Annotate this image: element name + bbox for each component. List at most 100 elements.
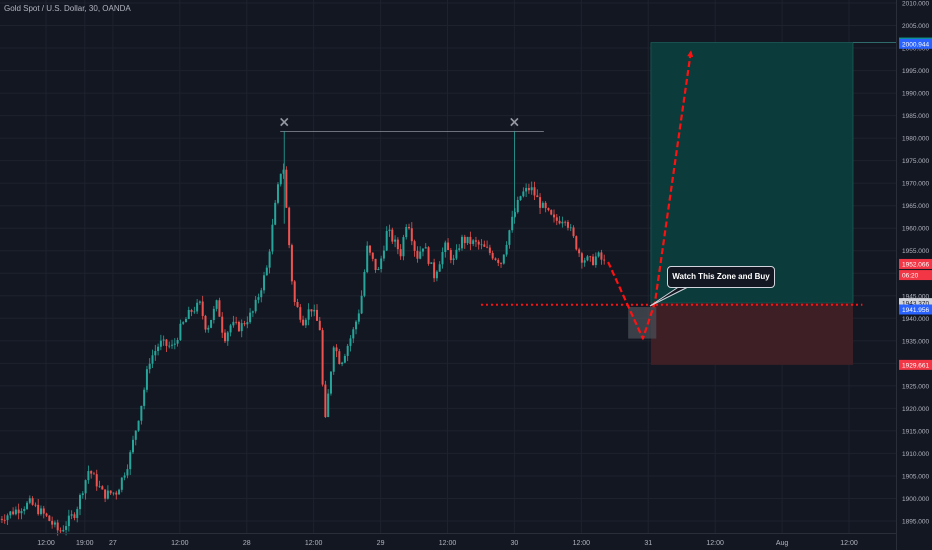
candle-body: [282, 169, 285, 174]
candle-body: [14, 509, 17, 515]
candle-body: [580, 253, 583, 263]
price-tick-label: 2010.000: [902, 1, 929, 8]
candle-body: [474, 240, 477, 242]
candle-body: [263, 275, 266, 291]
candle-body: [12, 511, 15, 515]
candle-body: [313, 309, 316, 312]
candle-body: [368, 245, 371, 253]
candle-body: [572, 227, 575, 237]
candle-body: [444, 242, 447, 253]
candle-body: [173, 343, 176, 345]
candle-body: [279, 173, 282, 185]
double-top-marker: ×: [278, 114, 290, 130]
candle-body: [37, 504, 40, 515]
candle-body: [508, 230, 511, 245]
candle-body: [530, 187, 533, 191]
candle-body: [179, 323, 182, 341]
price-tick-label: 1985.000: [902, 113, 929, 120]
candle-body: [458, 248, 461, 250]
candlestick-series: [0, 163, 606, 536]
candle-body: [293, 281, 296, 303]
candle-body: [196, 302, 199, 312]
candle-body: [564, 221, 567, 223]
time-axis: 12:00 19:00 27 12:00 28 12:00 29 12:00 30 12:00 31…: [0, 533, 896, 547]
candle-body: [416, 250, 419, 259]
candle-body: [42, 508, 45, 514]
price-tick-label: 1935.000: [902, 338, 929, 345]
price-tag-bg: [899, 359, 932, 370]
candle-body: [307, 309, 310, 320]
price-axis: 2010.000 2005.000 2000.000 1995.000 1990.000…: [896, 0, 932, 550]
candle-body: [285, 169, 288, 208]
candle-body: [165, 339, 168, 346]
price-tick-label: 1960.000: [902, 226, 929, 233]
candle-body: [62, 529, 65, 532]
time-tick-label: 12:00: [439, 540, 457, 547]
candle-body: [525, 187, 528, 192]
candle-body: [3, 519, 6, 521]
candle-body: [547, 208, 550, 211]
time-tick-label: 30: [511, 540, 519, 547]
candle-body: [502, 254, 505, 264]
candle-body: [413, 241, 416, 251]
candle-body: [327, 393, 330, 418]
candle-body: [59, 530, 62, 532]
candle-body: [131, 439, 134, 453]
candle-body: [249, 312, 252, 323]
price-tick-label: 1955.000: [902, 248, 929, 255]
candle-body: [541, 202, 544, 208]
candle-body: [34, 504, 37, 506]
price-tag-bg: [899, 270, 932, 281]
candle-body: [168, 345, 171, 347]
candle-body: [274, 202, 277, 225]
candle-body: [112, 492, 115, 494]
zone-callout[interactable]: Watch This Zone and Buy: [667, 266, 775, 288]
candle-body: [357, 313, 360, 322]
candle-body: [519, 196, 522, 201]
candle-body: [583, 260, 586, 263]
price-tick-label: 1995.000: [902, 68, 929, 75]
candle-body: [104, 489, 107, 499]
candle-body: [87, 471, 90, 481]
candle-body: [215, 300, 218, 309]
candle-body: [65, 526, 68, 530]
candle-body: [145, 369, 148, 390]
time-tick-label: 12:00: [37, 540, 55, 547]
target-zone: [650, 42, 854, 304]
candle-body: [20, 511, 23, 514]
time-tick-label: Aug: [776, 540, 789, 547]
candle-body: [349, 338, 352, 346]
candle-body: [210, 319, 213, 328]
candle-body: [558, 220, 561, 224]
candle-body: [455, 249, 458, 259]
price-tick-label: 1970.000: [902, 181, 929, 188]
price-tick-label: 1900.000: [902, 496, 929, 503]
candle-body: [603, 259, 606, 261]
candle-body: [592, 256, 595, 266]
candle-body: [0, 518, 3, 520]
candle-body: [118, 489, 121, 495]
candle-body: [95, 474, 98, 487]
candle-body: [586, 256, 589, 261]
candle-body: [419, 251, 422, 259]
candle-body: [500, 262, 503, 264]
candle-body: [539, 197, 542, 208]
price-tag-bg: [899, 38, 932, 49]
candle-body: [522, 191, 525, 197]
price-tick-label: 1965.000: [902, 203, 929, 210]
candle-body: [243, 323, 246, 325]
candle-body: [374, 258, 377, 270]
candle-body: [162, 339, 165, 341]
candle-body: [377, 268, 380, 270]
candle-body: [190, 309, 193, 312]
candle-body: [304, 319, 307, 326]
price-tick-label: 1910.000: [902, 451, 929, 458]
candle-body: [561, 221, 564, 224]
candle-body: [405, 227, 408, 238]
candle-body: [140, 405, 143, 421]
price-tick-label: 1920.000: [902, 406, 929, 413]
candle-body: [494, 258, 497, 260]
candle-body: [427, 247, 430, 264]
candle-body: [226, 332, 229, 342]
